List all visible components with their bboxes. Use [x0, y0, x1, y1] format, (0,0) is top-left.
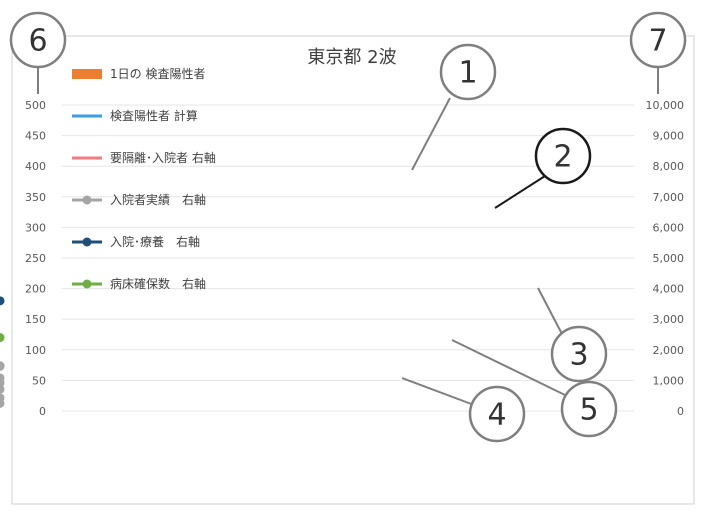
right-y-tick-label: 0: [677, 405, 684, 418]
legend-label: 要隔離･入院者 右軸: [110, 150, 216, 165]
callout-layer: 1 2 3 4 5 6 7: [9, 11, 687, 443]
scatter-point: [0, 373, 5, 383]
right-y-tick-label: 10,000: [646, 99, 685, 112]
callout-circle: [629, 11, 687, 69]
callout-circle: [9, 11, 67, 69]
right-y-tick-label: 6,000: [653, 221, 685, 234]
right-y-tick-label: 2,000: [653, 344, 685, 357]
left-y-tick-label: 400: [25, 160, 46, 173]
callout-number: 3: [569, 338, 588, 373]
left-y-tick-label: 100: [25, 344, 46, 357]
left-y-tick-label: 200: [25, 283, 46, 296]
callout-number: 5: [579, 393, 598, 428]
legend-label: 1日の 検査陽性者: [110, 67, 205, 81]
legend-label: 入院者実績 右軸: [110, 192, 206, 207]
right-y-tick-label: 7,000: [653, 191, 685, 204]
left-y-tick-label: 300: [25, 221, 46, 234]
right-y-tick-label: 3,000: [653, 313, 685, 326]
callout-circle: [439, 43, 497, 101]
callout-circle: [534, 127, 592, 185]
grid-layer: [62, 104, 634, 412]
callout-leader: [494, 175, 546, 209]
scatter-point: [0, 296, 5, 306]
callout-number: 4: [487, 398, 506, 433]
right-y-tick-label: 9,000: [653, 130, 685, 143]
callout-circle: [550, 325, 608, 383]
callout-circle: [560, 380, 618, 438]
legend-marker: [82, 279, 92, 289]
right-y-tick-label: 8,000: [653, 160, 685, 173]
callout-number: 2: [553, 140, 572, 175]
legend-label: 入院･療養 右軸: [110, 234, 200, 249]
legend-marker: [82, 195, 92, 205]
callout-leader: [411, 97, 451, 171]
left-y-tick-label: 150: [25, 313, 46, 326]
left-y-tick-label: 250: [25, 252, 46, 265]
legend-label: 病床確保数 右軸: [110, 276, 206, 291]
scatter-point: [0, 393, 5, 403]
left-y-tick-label: 350: [25, 191, 46, 204]
callout-leader: [537, 287, 563, 335]
left-y-tick-label: 450: [25, 130, 46, 143]
legend-swatch: [72, 69, 102, 79]
right-y-tick-label: 5,000: [653, 252, 685, 265]
callout-number: 6: [28, 24, 47, 59]
legend-label: 検査陽性者 計算: [110, 108, 198, 123]
chart-title: 東京都 2波: [307, 47, 396, 68]
right-y-tick-label: 4,000: [653, 283, 685, 296]
callout-leader: [451, 339, 566, 396]
left-y-tick-label: 500: [25, 99, 46, 112]
callout-circle: [468, 385, 526, 443]
right-y-tick-label: 1,000: [653, 374, 685, 387]
left-y-tick-label: 50: [32, 374, 46, 387]
axis-layer: 0 0 50 1,000 100 2,000 150 3,000 200 4,000 250 5,00…: [25, 99, 685, 418]
callout-number: 7: [648, 24, 667, 59]
left-y-tick-label: 0: [39, 405, 46, 418]
legend-marker: [82, 237, 92, 247]
callout-number: 1: [458, 56, 477, 91]
scatter-point: [0, 361, 5, 371]
scatter-point: [0, 333, 5, 343]
callout-leader: [401, 377, 475, 406]
point-layer: [0, 296, 5, 408]
